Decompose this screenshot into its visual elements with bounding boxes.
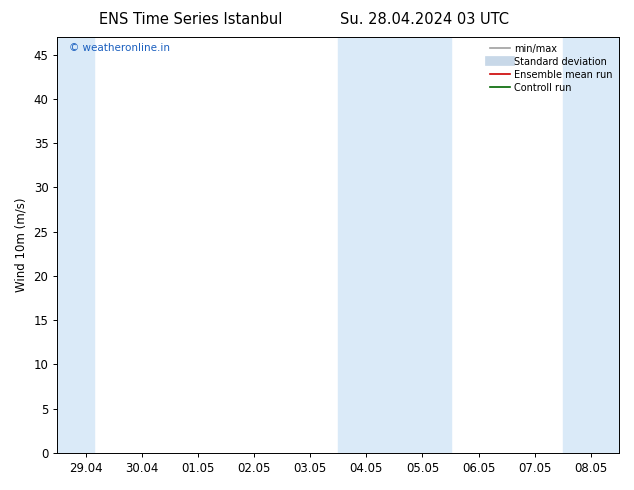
Text: Su. 28.04.2024 03 UTC: Su. 28.04.2024 03 UTC	[340, 12, 509, 27]
Text: © weatheronline.in: © weatheronline.in	[68, 43, 170, 53]
Text: ENS Time Series Istanbul: ENS Time Series Istanbul	[98, 12, 282, 27]
Legend: min/max, Standard deviation, Ensemble mean run, Controll run: min/max, Standard deviation, Ensemble me…	[486, 40, 616, 97]
Bar	[58, 37, 94, 453]
Y-axis label: Wind 10m (m/s): Wind 10m (m/s)	[15, 198, 28, 292]
Bar	[563, 37, 619, 453]
Bar	[338, 37, 451, 453]
